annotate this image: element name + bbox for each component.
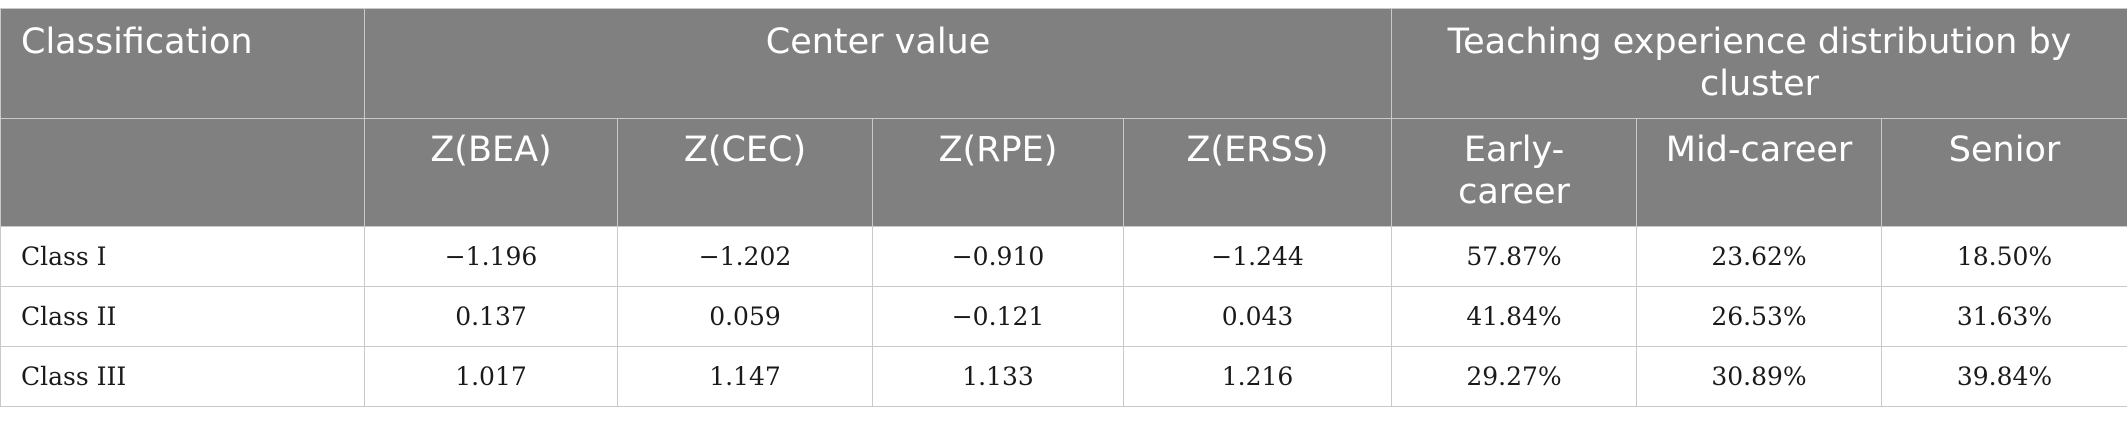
cell-early-career: 41.84% xyxy=(1391,286,1638,347)
cell-mid-career: 26.53% xyxy=(1636,286,1883,347)
header-z-bea: Z(BEA) xyxy=(364,118,618,227)
cell-mid-career: 23.62% xyxy=(1636,226,1883,287)
cell-z-erss: 1.216 xyxy=(1122,346,1393,407)
cell-z-rpe: −0.121 xyxy=(872,286,1124,347)
header-early-career: Early-career xyxy=(1391,118,1638,227)
cell-z-cec: −1.202 xyxy=(617,226,873,287)
header-teaching-distribution: Teaching experience distribution by clus… xyxy=(1391,8,2127,119)
header-classification: Classification xyxy=(0,8,365,119)
header-z-erss: Z(ERSS) xyxy=(1122,118,1393,227)
header-mid-career: Mid-career xyxy=(1636,118,1883,227)
cell-z-cec: 0.059 xyxy=(617,286,873,347)
header-empty xyxy=(0,118,365,227)
cell-mid-career: 30.89% xyxy=(1636,346,1883,407)
header-row-2: Z(BEA) Z(CEC) Z(RPE) Z(ERSS) Early-caree… xyxy=(0,118,2127,227)
cell-early-career: 29.27% xyxy=(1391,346,1638,407)
table-row: Class III 1.017 1.147 1.133 1.216 29.27%… xyxy=(0,346,2127,407)
header-z-rpe: Z(RPE) xyxy=(872,118,1124,227)
cell-z-cec: 1.147 xyxy=(617,346,873,407)
cell-senior: 18.50% xyxy=(1881,226,2127,287)
cell-z-bea: −1.196 xyxy=(364,226,618,287)
cell-senior: 31.63% xyxy=(1881,286,2127,347)
cell-z-bea: 0.137 xyxy=(364,286,618,347)
row-label: Class I xyxy=(0,226,365,287)
cell-z-erss: −1.244 xyxy=(1122,226,1393,287)
header-row-1: Classification Center value Teaching exp… xyxy=(0,8,2127,119)
cell-z-rpe: −0.910 xyxy=(872,226,1124,287)
row-label: Class III xyxy=(0,346,365,407)
header-z-cec: Z(CEC) xyxy=(617,118,873,227)
cell-senior: 39.84% xyxy=(1881,346,2127,407)
table-row: Class I −1.196 −1.202 −0.910 −1.244 57.8… xyxy=(0,226,2127,287)
header-senior: Senior xyxy=(1881,118,2127,227)
row-label: Class II xyxy=(0,286,365,347)
cell-z-erss: 0.043 xyxy=(1122,286,1393,347)
cluster-table: Classification Center value Teaching exp… xyxy=(0,8,2127,407)
cell-z-rpe: 1.133 xyxy=(872,346,1124,407)
data-table-container: Classification Center value Teaching exp… xyxy=(0,8,2127,407)
cell-early-career: 57.87% xyxy=(1391,226,1638,287)
cell-z-bea: 1.017 xyxy=(364,346,618,407)
header-center-value: Center value xyxy=(363,8,1393,119)
table-row: Class II 0.137 0.059 −0.121 0.043 41.84%… xyxy=(0,286,2127,347)
